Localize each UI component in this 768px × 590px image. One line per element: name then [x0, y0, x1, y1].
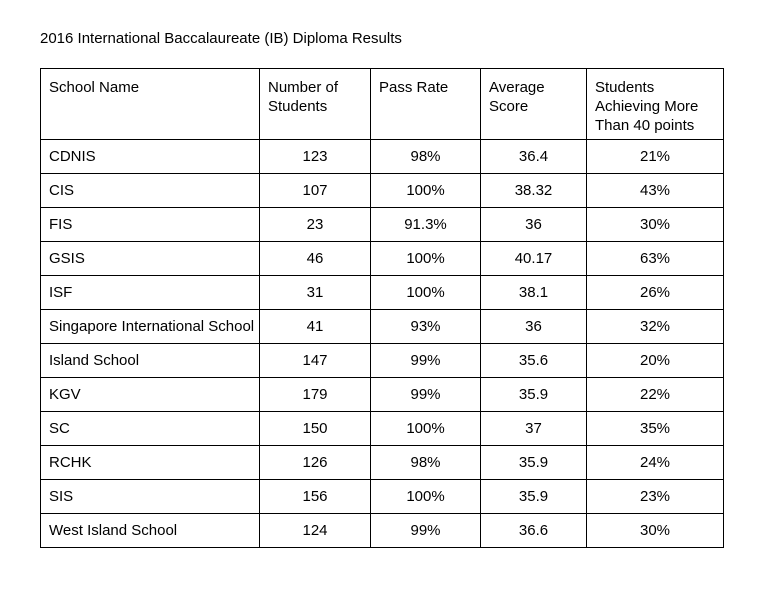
cell-number-of-students: 156 [259, 479, 371, 514]
header-row: School Name Number of Students Pass Rate… [40, 68, 724, 140]
cell-pass-rate: 98% [370, 445, 481, 480]
col-header-students-above-40: Students Achieving More Than 40 points [586, 68, 724, 140]
cell-school-name: CIS [40, 173, 260, 208]
cell-pass-rate: 99% [370, 343, 481, 378]
cell-average-score: 37 [480, 411, 587, 446]
cell-number-of-students: 123 [259, 139, 371, 174]
cell-school-name: SIS [40, 479, 260, 514]
cell-number-of-students: 150 [259, 411, 371, 446]
cell-average-score: 38.1 [480, 275, 587, 310]
cell-number-of-students: 23 [259, 207, 371, 242]
table-row: ISF 31 100% 38.1 26% [40, 275, 724, 310]
cell-pass-rate: 93% [370, 309, 481, 344]
cell-average-score: 35.9 [480, 445, 587, 480]
table-row: GSIS 46 100% 40.17 63% [40, 241, 724, 276]
cell-students-above-40: 21% [586, 139, 724, 174]
cell-pass-rate: 100% [370, 173, 481, 208]
cell-average-score: 40.17 [480, 241, 587, 276]
cell-pass-rate: 99% [370, 513, 481, 548]
cell-average-score: 35.9 [480, 479, 587, 514]
cell-school-name: SC [40, 411, 260, 446]
cell-average-score: 36.4 [480, 139, 587, 174]
cell-students-above-40: 30% [586, 513, 724, 548]
col-header-number-of-students: Number of Students [259, 68, 371, 140]
cell-number-of-students: 46 [259, 241, 371, 276]
cell-school-name: West Island School [40, 513, 260, 548]
cell-average-score: 35.9 [480, 377, 587, 412]
cell-pass-rate: 100% [370, 241, 481, 276]
table-body: CDNIS 123 98% 36.4 21% CIS 107 100% 38.3… [40, 139, 724, 548]
cell-average-score: 35.6 [480, 343, 587, 378]
cell-number-of-students: 41 [259, 309, 371, 344]
table-row: CIS 107 100% 38.32 43% [40, 173, 724, 208]
cell-students-above-40: 32% [586, 309, 724, 344]
col-header-average-score: Average Score [480, 68, 587, 140]
cell-students-above-40: 22% [586, 377, 724, 412]
cell-students-above-40: 63% [586, 241, 724, 276]
cell-pass-rate: 100% [370, 411, 481, 446]
col-header-school-name: School Name [40, 68, 260, 140]
results-table: School Name Number of Students Pass Rate… [40, 68, 724, 548]
table-row: Island School 147 99% 35.6 20% [40, 343, 724, 378]
cell-number-of-students: 126 [259, 445, 371, 480]
cell-school-name: FIS [40, 207, 260, 242]
cell-pass-rate: 99% [370, 377, 481, 412]
table-row: CDNIS 123 98% 36.4 21% [40, 139, 724, 174]
cell-students-above-40: 43% [586, 173, 724, 208]
cell-school-name: KGV [40, 377, 260, 412]
cell-number-of-students: 124 [259, 513, 371, 548]
table-row: RCHK 126 98% 35.9 24% [40, 445, 724, 480]
cell-pass-rate: 100% [370, 479, 481, 514]
table-row: SC 150 100% 37 35% [40, 411, 724, 446]
cell-average-score: 36 [480, 207, 587, 242]
cell-students-above-40: 35% [586, 411, 724, 446]
cell-students-above-40: 30% [586, 207, 724, 242]
table-row: Singapore International School 41 93% 36… [40, 309, 724, 344]
page-title: 2016 International Baccalaureate (IB) Di… [40, 30, 402, 47]
cell-students-above-40: 23% [586, 479, 724, 514]
cell-school-name: ISF [40, 275, 260, 310]
cell-number-of-students: 107 [259, 173, 371, 208]
cell-students-above-40: 20% [586, 343, 724, 378]
col-header-pass-rate: Pass Rate [370, 68, 481, 140]
cell-students-above-40: 26% [586, 275, 724, 310]
cell-school-name: CDNIS [40, 139, 260, 174]
cell-school-name: Island School [40, 343, 260, 378]
table-row: West Island School 124 99% 36.6 30% [40, 513, 724, 548]
cell-school-name: Singapore International School [40, 309, 260, 344]
table-row: FIS 23 91.3% 36 30% [40, 207, 724, 242]
cell-number-of-students: 31 [259, 275, 371, 310]
cell-average-score: 38.32 [480, 173, 587, 208]
cell-pass-rate: 98% [370, 139, 481, 174]
table-row: KGV 179 99% 35.9 22% [40, 377, 724, 412]
cell-number-of-students: 147 [259, 343, 371, 378]
cell-average-score: 36 [480, 309, 587, 344]
cell-average-score: 36.6 [480, 513, 587, 548]
cell-school-name: RCHK [40, 445, 260, 480]
cell-school-name: GSIS [40, 241, 260, 276]
cell-pass-rate: 100% [370, 275, 481, 310]
cell-pass-rate: 91.3% [370, 207, 481, 242]
table-row: SIS 156 100% 35.9 23% [40, 479, 724, 514]
cell-students-above-40: 24% [586, 445, 724, 480]
cell-number-of-students: 179 [259, 377, 371, 412]
